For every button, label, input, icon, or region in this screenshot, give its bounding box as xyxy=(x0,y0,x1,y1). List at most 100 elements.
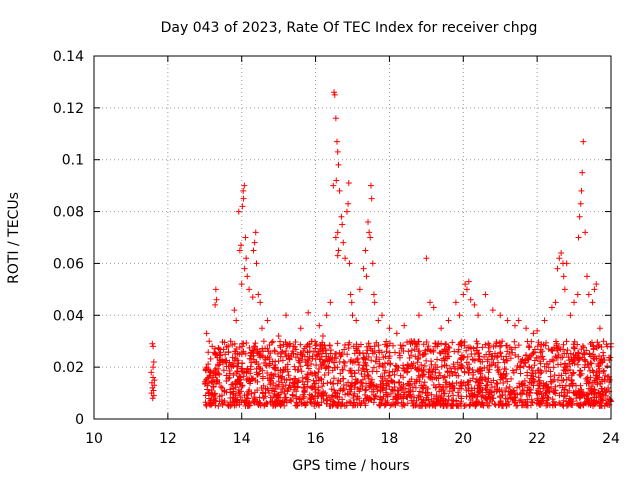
data-point xyxy=(582,229,589,236)
data-point xyxy=(323,392,330,399)
data-point xyxy=(432,340,439,347)
data-point xyxy=(421,379,428,386)
data-point xyxy=(560,377,567,384)
data-point xyxy=(385,372,392,379)
data-point xyxy=(360,354,367,361)
data-point xyxy=(279,385,286,392)
data-point xyxy=(302,358,309,365)
data-point xyxy=(567,350,574,357)
data-point xyxy=(259,367,266,374)
data-point xyxy=(380,364,387,371)
data-point xyxy=(565,374,572,381)
data-point xyxy=(553,342,560,349)
data-point xyxy=(508,375,515,382)
data-point xyxy=(427,347,434,354)
data-point xyxy=(554,265,561,272)
data-point xyxy=(439,383,446,390)
data-point xyxy=(448,368,455,375)
data-point xyxy=(463,393,470,400)
data-point xyxy=(389,368,396,375)
y-tick-label: 0.02 xyxy=(53,360,84,376)
data-point xyxy=(415,338,422,345)
data-point xyxy=(408,347,415,354)
data-point xyxy=(584,391,591,398)
data-point xyxy=(362,402,369,409)
data-point xyxy=(540,356,547,363)
data-point xyxy=(471,357,478,364)
data-point xyxy=(549,396,556,403)
data-point xyxy=(379,377,386,384)
data-point xyxy=(590,379,597,386)
data-point xyxy=(335,402,342,409)
data-point xyxy=(356,286,363,293)
data-point xyxy=(331,354,338,361)
data-point xyxy=(500,403,507,410)
data-point xyxy=(240,195,247,202)
data-point xyxy=(465,278,472,285)
data-point xyxy=(440,387,447,394)
data-point xyxy=(210,384,217,391)
data-point xyxy=(329,367,336,374)
data-point xyxy=(482,341,489,348)
data-point xyxy=(552,338,559,345)
y-tick-label: 0.04 xyxy=(53,308,84,324)
data-point xyxy=(202,378,209,385)
data-point xyxy=(466,361,473,368)
data-point xyxy=(227,338,234,345)
data-point xyxy=(589,299,596,306)
data-point xyxy=(233,370,240,377)
data-point xyxy=(345,200,352,207)
data-point xyxy=(257,299,264,306)
data-point xyxy=(583,380,590,387)
data-point xyxy=(525,356,532,363)
data-point xyxy=(240,187,247,194)
data-point xyxy=(345,345,352,352)
data-point xyxy=(509,387,516,394)
data-point xyxy=(335,161,342,168)
data-point xyxy=(438,363,445,370)
data-point xyxy=(345,180,352,187)
data-point xyxy=(432,340,439,347)
data-point xyxy=(545,383,552,390)
data-point xyxy=(416,365,423,372)
data-point xyxy=(227,386,234,393)
data-point xyxy=(148,369,155,376)
data-point xyxy=(368,381,375,388)
data-point xyxy=(512,344,519,351)
data-point xyxy=(222,358,229,365)
data-point xyxy=(340,386,347,393)
data-point xyxy=(398,383,405,390)
data-point xyxy=(597,399,604,406)
data-point xyxy=(275,358,282,365)
y-tick-label: 0.08 xyxy=(53,205,84,221)
data-point xyxy=(591,286,598,293)
data-point xyxy=(352,359,359,366)
data-point xyxy=(594,374,601,381)
data-point xyxy=(412,384,419,391)
data-point xyxy=(220,346,227,353)
data-point xyxy=(559,384,566,391)
data-point xyxy=(277,342,284,349)
data-point xyxy=(203,330,210,337)
data-point xyxy=(422,384,429,391)
data-point xyxy=(425,343,432,350)
data-point xyxy=(358,371,365,378)
data-point xyxy=(205,380,212,387)
data-point xyxy=(341,360,348,367)
data-point xyxy=(281,390,288,397)
data-point xyxy=(493,388,500,395)
data-point xyxy=(312,389,319,396)
data-point xyxy=(215,403,222,410)
data-point xyxy=(542,342,549,349)
data-point xyxy=(150,343,157,350)
data-point xyxy=(462,281,469,288)
data-point xyxy=(251,239,258,246)
data-point xyxy=(588,383,595,390)
data-point xyxy=(507,355,514,362)
data-point xyxy=(401,402,408,409)
data-point xyxy=(339,350,346,357)
data-point xyxy=(400,401,407,408)
data-point xyxy=(463,402,470,409)
data-point xyxy=(270,364,277,371)
